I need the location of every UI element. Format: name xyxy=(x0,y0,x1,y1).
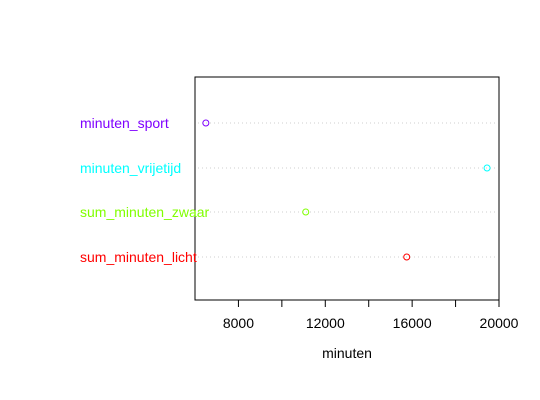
x-axis-label: minuten xyxy=(322,345,372,361)
category-labels: minuten_sport minuten_vrijetijd sum_minute… xyxy=(80,115,210,265)
category-label: minuten_vrijetijd xyxy=(80,160,181,176)
data-point xyxy=(302,208,310,216)
x-axis: 8000 12000 16000 20000 xyxy=(223,300,519,331)
data-point xyxy=(202,119,210,127)
category-label: minuten_sport xyxy=(80,115,169,131)
data-point xyxy=(483,164,491,172)
x-tick-label: 12000 xyxy=(306,315,345,331)
category-label: sum_minuten_zwaar xyxy=(80,204,210,220)
x-tick-label: 8000 xyxy=(223,315,254,331)
x-tick-label: 20000 xyxy=(480,315,519,331)
category-label: sum_minuten_licht xyxy=(80,249,197,265)
data-points xyxy=(202,119,491,261)
x-tick-label: 16000 xyxy=(393,315,432,331)
plot-frame xyxy=(194,76,500,301)
data-point xyxy=(403,253,411,261)
